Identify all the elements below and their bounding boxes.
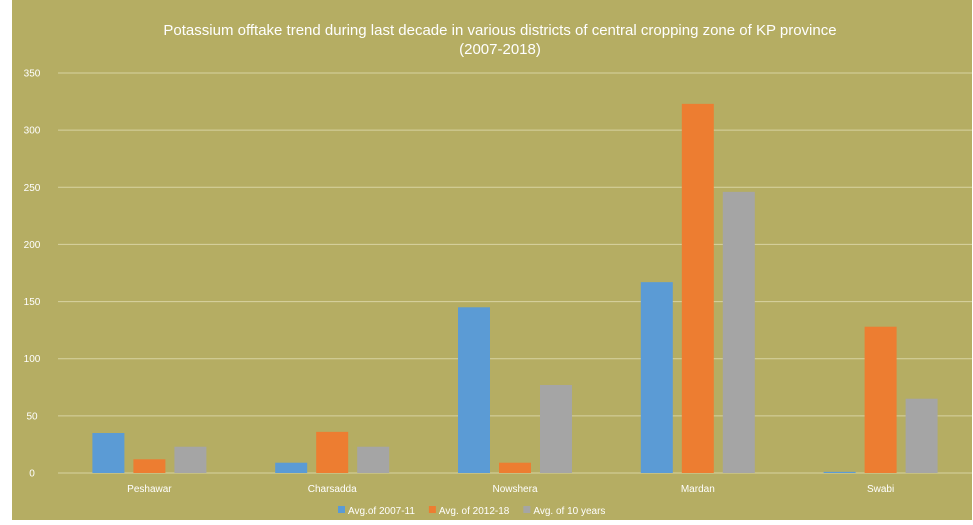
y-tick-label: 200 — [24, 240, 41, 251]
bar-charsadda-series-3 — [357, 446, 390, 473]
chart-background — [12, 0, 972, 520]
legend-label: Avg.of 2007-11 — [348, 506, 415, 517]
legend-label: Avg. of 2012-18 — [439, 506, 510, 517]
bar-nowshera-series-2 — [499, 462, 531, 473]
y-tick-label: 100 — [24, 354, 41, 365]
bar-charsadda-series-2 — [316, 431, 349, 473]
bar-mardan-series-1 — [640, 282, 673, 473]
legend: Avg.of 2007-11 Avg. of 2012-18 Avg. of 10 … — [338, 506, 605, 517]
x-category-label: Mardan — [681, 484, 715, 495]
bar-charsadda-series-1 — [275, 462, 308, 473]
legend-label: Avg. of 10 years — [533, 506, 605, 517]
y-tick-label: 50 — [26, 411, 38, 422]
y-tick-label: 150 — [24, 297, 41, 308]
bar-swabi-series-1 — [823, 471, 856, 473]
y-tick-label: 300 — [24, 126, 41, 137]
bar-peshawar-series-2 — [133, 459, 166, 473]
y-tick-label: 350 — [24, 69, 41, 80]
bar-mardan-series-3 — [722, 191, 755, 473]
y-tick-label: 0 — [29, 469, 35, 480]
chart-frame: Potassium offtake trend during last deca… — [12, 0, 972, 520]
legend-swatch — [523, 506, 531, 513]
bars — [92, 103, 938, 473]
legend-swatch — [338, 506, 345, 513]
bar-swabi-series-3 — [905, 398, 938, 473]
x-category-label: Swabi — [867, 484, 894, 495]
bar-mardan-series-2 — [681, 103, 714, 473]
bar-chart: Potassium offtake trend during last deca… — [12, 0, 972, 520]
x-category-label: Nowshera — [492, 484, 537, 495]
bar-nowshera-series-1 — [458, 307, 490, 473]
bar-peshawar-series-3 — [174, 446, 207, 473]
y-tick-label: 250 — [24, 183, 41, 194]
bar-peshawar-series-1 — [92, 433, 125, 473]
chart-title: Potassium offtake trend during last deca… — [163, 22, 836, 39]
x-category-label: Peshawar — [127, 484, 172, 495]
y-axis-ticks: 0 50 100 150 200 250 300 350 — [24, 69, 41, 480]
x-axis-categories: Peshawar Charsadda Nowshera Mardan Swabi — [127, 484, 894, 495]
x-category-label: Charsadda — [308, 484, 357, 495]
bar-swabi-series-2 — [864, 326, 897, 473]
legend-swatch — [428, 506, 436, 513]
gridlines — [58, 72, 972, 474]
bar-nowshera-series-3 — [540, 385, 572, 473]
chart-subtitle: (2007-2018) — [459, 41, 541, 58]
